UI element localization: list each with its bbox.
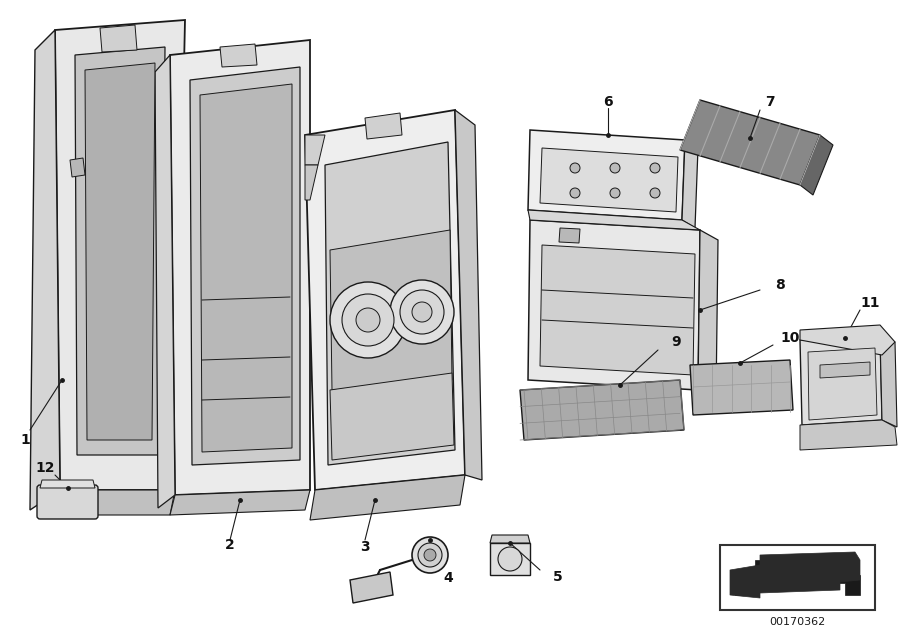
- Polygon shape: [680, 100, 820, 185]
- Polygon shape: [155, 55, 175, 508]
- Polygon shape: [490, 543, 530, 575]
- Circle shape: [424, 549, 436, 561]
- Polygon shape: [325, 142, 455, 465]
- Bar: [720, 545, 875, 610]
- Polygon shape: [70, 158, 85, 177]
- Circle shape: [498, 547, 522, 571]
- Text: 10: 10: [780, 331, 800, 345]
- Text: 2: 2: [225, 538, 235, 552]
- Polygon shape: [220, 44, 257, 67]
- Text: 12: 12: [35, 461, 55, 475]
- Circle shape: [342, 294, 394, 346]
- Circle shape: [330, 282, 406, 358]
- Polygon shape: [305, 135, 325, 165]
- Text: 4: 4: [443, 571, 453, 585]
- Text: 9: 9: [671, 335, 680, 349]
- Polygon shape: [365, 113, 402, 139]
- Polygon shape: [455, 110, 482, 480]
- Polygon shape: [559, 228, 580, 243]
- Polygon shape: [170, 490, 310, 515]
- Polygon shape: [75, 47, 165, 455]
- Polygon shape: [520, 380, 684, 440]
- Polygon shape: [330, 230, 452, 390]
- Polygon shape: [30, 30, 60, 510]
- Polygon shape: [698, 230, 718, 400]
- Circle shape: [356, 308, 380, 332]
- Text: 00170362: 00170362: [770, 617, 825, 627]
- Polygon shape: [820, 362, 870, 378]
- Polygon shape: [800, 325, 895, 355]
- Circle shape: [610, 188, 620, 198]
- Text: 1: 1: [20, 433, 30, 447]
- Polygon shape: [190, 67, 300, 465]
- Polygon shape: [528, 210, 700, 230]
- Polygon shape: [800, 335, 882, 425]
- Polygon shape: [350, 572, 393, 603]
- Polygon shape: [490, 535, 530, 543]
- Circle shape: [570, 188, 580, 198]
- Polygon shape: [330, 373, 454, 460]
- Polygon shape: [528, 130, 685, 220]
- Polygon shape: [305, 165, 318, 200]
- Polygon shape: [310, 475, 465, 520]
- Circle shape: [400, 290, 444, 334]
- Polygon shape: [730, 552, 860, 598]
- Polygon shape: [40, 480, 95, 488]
- Circle shape: [412, 537, 448, 573]
- Text: 5: 5: [554, 570, 562, 584]
- Polygon shape: [800, 420, 897, 450]
- Polygon shape: [200, 84, 292, 452]
- Polygon shape: [800, 135, 833, 195]
- Text: 11: 11: [860, 296, 880, 310]
- Text: 6: 6: [603, 95, 613, 109]
- Polygon shape: [85, 63, 155, 440]
- Polygon shape: [100, 25, 137, 52]
- Polygon shape: [540, 148, 678, 212]
- Circle shape: [412, 302, 432, 322]
- Polygon shape: [540, 245, 695, 375]
- Text: 3: 3: [360, 540, 370, 554]
- Polygon shape: [690, 360, 793, 415]
- Polygon shape: [808, 348, 877, 420]
- Circle shape: [418, 543, 442, 567]
- Polygon shape: [55, 490, 175, 515]
- Text: 7: 7: [765, 95, 775, 109]
- Polygon shape: [528, 220, 700, 390]
- Polygon shape: [735, 560, 860, 595]
- Circle shape: [570, 163, 580, 173]
- Circle shape: [390, 280, 454, 344]
- Circle shape: [650, 188, 660, 198]
- FancyBboxPatch shape: [37, 485, 98, 519]
- Text: 8: 8: [775, 278, 785, 292]
- Circle shape: [610, 163, 620, 173]
- Polygon shape: [682, 140, 698, 228]
- Circle shape: [650, 163, 660, 173]
- Polygon shape: [880, 335, 897, 427]
- Polygon shape: [55, 20, 185, 490]
- Polygon shape: [170, 40, 310, 495]
- Polygon shape: [305, 110, 465, 490]
